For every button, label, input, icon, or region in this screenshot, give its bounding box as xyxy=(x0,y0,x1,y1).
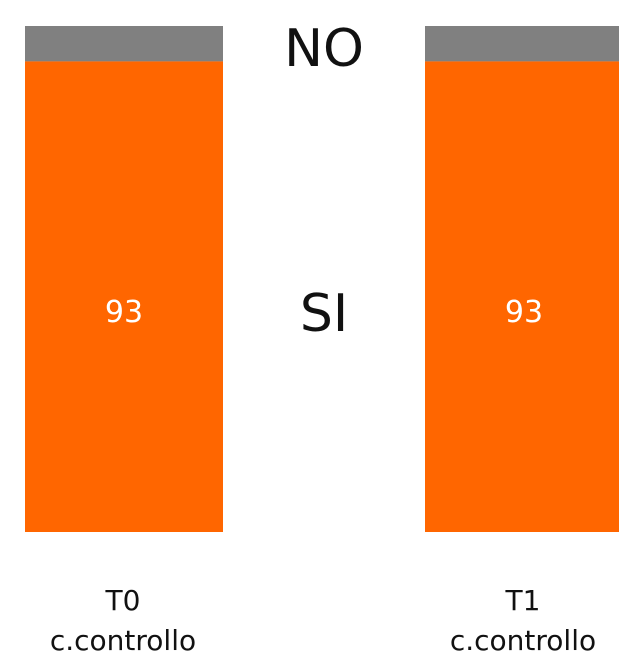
data-label-0: 93 xyxy=(105,295,143,330)
data-label-1: 93 xyxy=(505,295,543,330)
bar-no-1 xyxy=(425,26,619,62)
series-label-no: NO xyxy=(284,19,364,79)
bar-no-0 xyxy=(25,26,223,62)
category-label-0-0: T0 xyxy=(105,584,141,617)
category-label-1-0: T1 xyxy=(505,584,541,617)
series-label-si: SI xyxy=(300,284,348,344)
category-label-1-1: c.controllo xyxy=(450,624,596,657)
category-label-0-1: c.controllo xyxy=(50,624,196,657)
labels-group: 93 T0 c.controllo 93 T1 c.controllo NO SI xyxy=(50,19,596,657)
bar-si-1 xyxy=(425,61,619,533)
bars-group xyxy=(25,26,619,533)
bar-si-0 xyxy=(25,61,223,533)
